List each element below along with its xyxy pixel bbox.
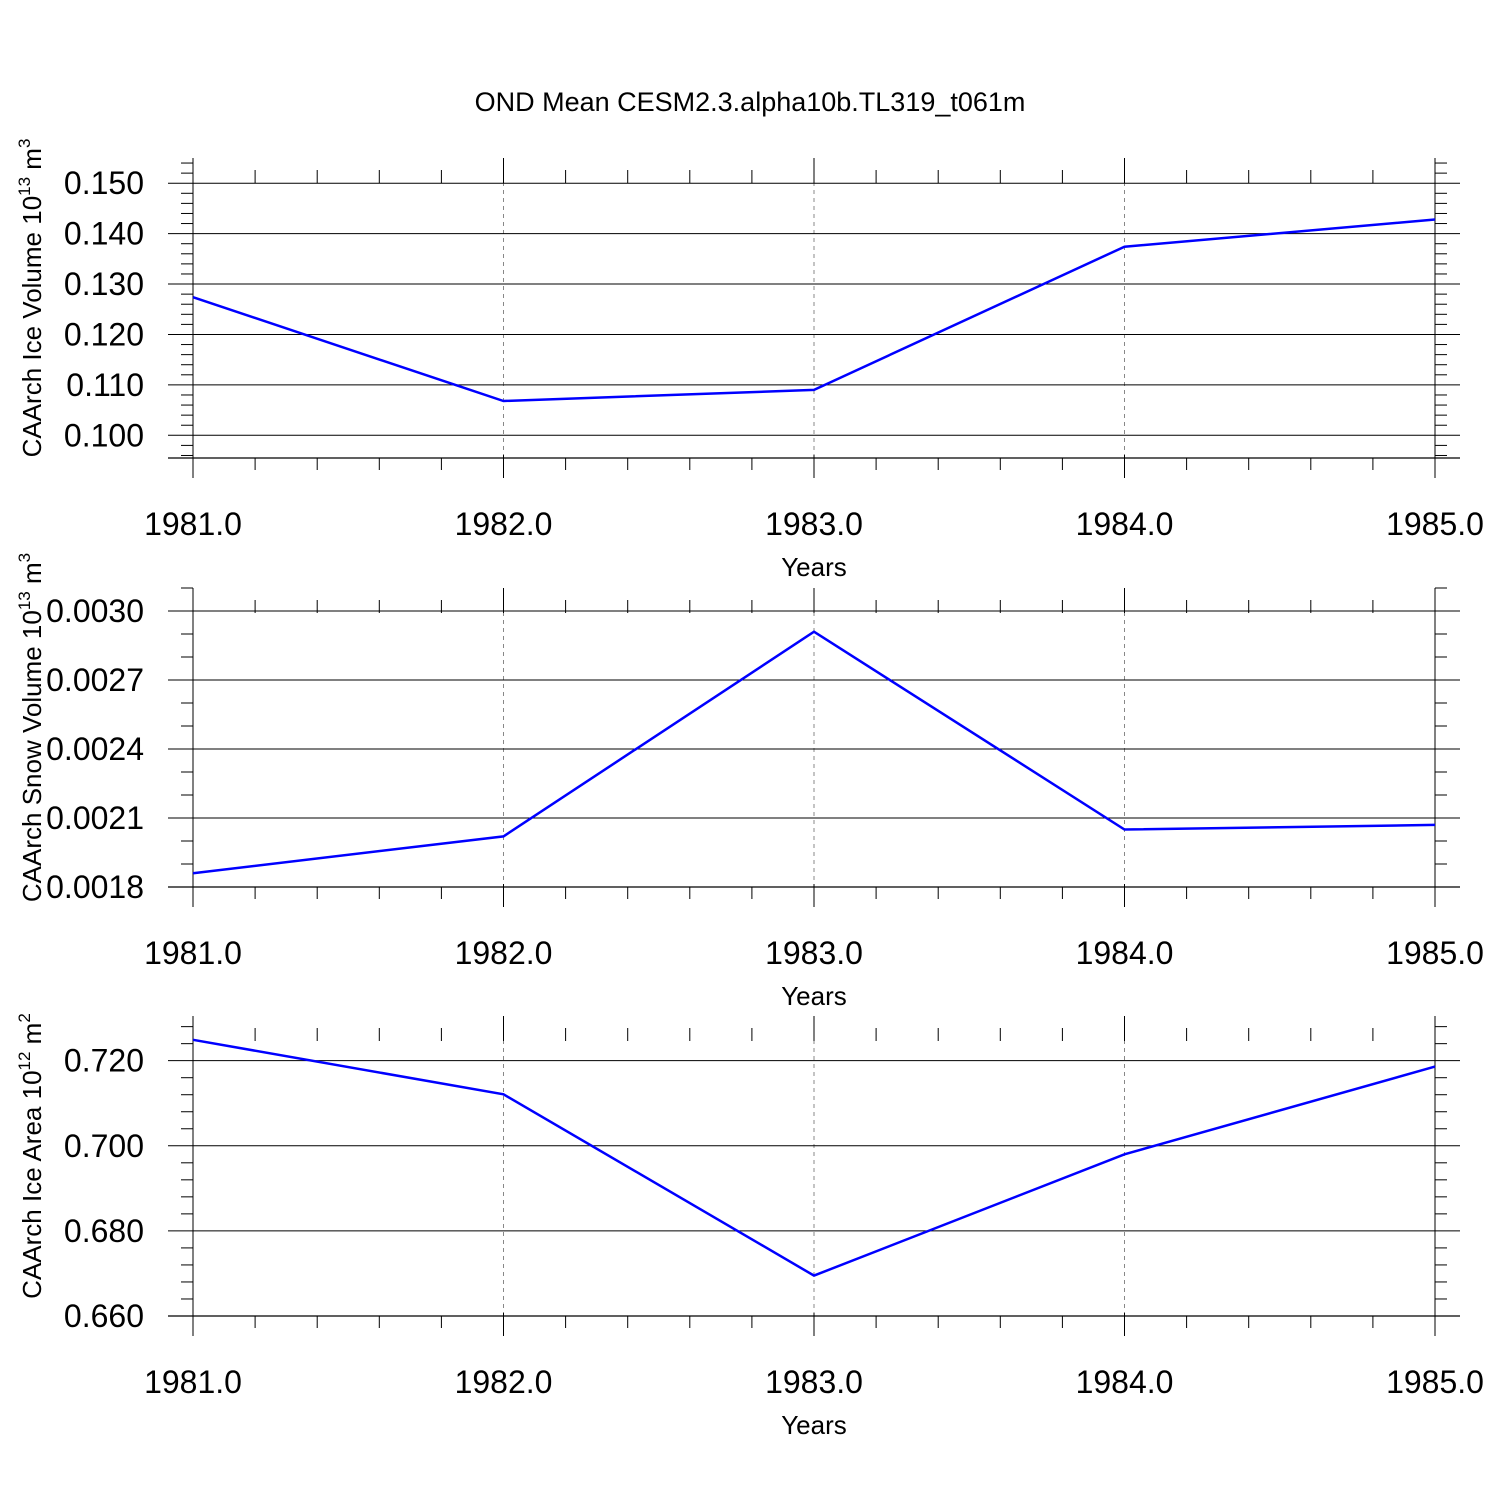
snow-volume-y-tick-label: 0.0021 (46, 800, 144, 836)
snow-volume-x-tick-label: 1981.0 (144, 935, 242, 971)
snow-volume-x-tick-label: 1984.0 (1076, 935, 1174, 971)
ice-volume-y-tick-label: 0.100 (64, 417, 144, 453)
ice-volume-y-tick-label: 0.110 (66, 367, 144, 403)
panel-ice-area: 0.660 0.680 0.700 0.720 1981.0 1982.0 1983.0 19… (15, 1013, 1484, 1440)
ice-volume-x-tick-label: 1985.0 (1386, 506, 1484, 542)
panel-snow-volume: 0.0018 0.0021 0.0024 0.0027 0.0030 1981.0 1982… (15, 553, 1484, 1011)
ice-volume-x-tick-label: 1982.0 (455, 506, 553, 542)
figure-title: OND Mean CESM2.3.alpha10b.TL319_t061m (475, 87, 1026, 117)
snow-volume-y-tick-label: 0.0030 (46, 593, 144, 629)
ice-area-y-tick-label: 0.700 (64, 1128, 144, 1164)
snow-volume-y-tick-label: 0.0024 (46, 731, 144, 767)
ice-area-y-axis-label: CAArch Ice Area 1012 m2 (15, 1013, 47, 1299)
snow-volume-x-tick-label: 1983.0 (765, 935, 863, 971)
ice-area-x-tick-label: 1984.0 (1076, 1364, 1174, 1400)
snow-volume-x-tick-label: 1982.0 (455, 935, 553, 971)
ice-volume-x-tick-label: 1981.0 (144, 506, 242, 542)
snow-volume-y-tick-label: 0.0027 (46, 662, 144, 698)
panel-ice-volume: 0.100 0.110 0.120 0.130 0.140 0.150 1981.0 1982… (15, 139, 1484, 582)
ice-volume-y-tick-label: 0.140 (64, 216, 144, 252)
ice-area-x-tick-label: 1983.0 (765, 1364, 863, 1400)
ice-volume-x-tick-label: 1983.0 (765, 506, 863, 542)
snow-volume-x-axis-label: Years (781, 981, 847, 1011)
ice-volume-y-tick-label: 0.120 (64, 316, 144, 352)
snow-volume-x-tick-label: 1985.0 (1386, 935, 1484, 971)
snow-volume-y-tick-label: 0.0018 (46, 869, 144, 905)
ice-volume-x-axis-label: Years (781, 552, 847, 582)
ice-area-y-tick-label: 0.720 (64, 1043, 144, 1079)
ice-area-x-tick-label: 1985.0 (1386, 1364, 1484, 1400)
ice-area-x-tick-label: 1981.0 (144, 1364, 242, 1400)
ice-volume-x-tick-label: 1984.0 (1076, 506, 1174, 542)
ice-volume-y-tick-label: 0.130 (64, 266, 144, 302)
ice-area-x-tick-label: 1982.0 (455, 1364, 553, 1400)
ice-area-y-tick-label: 0.680 (64, 1213, 144, 1249)
ice-area-x-axis-label: Years (781, 1410, 847, 1440)
snow-volume-y-axis-label: CAArch Snow Volume 1013 m3 (15, 553, 47, 902)
ice-volume-y-axis-label: CAArch Ice Volume 1013 m3 (15, 139, 47, 458)
ice-volume-y-tick-label: 0.150 (64, 165, 144, 201)
ice-area-y-tick-label: 0.660 (64, 1298, 144, 1334)
